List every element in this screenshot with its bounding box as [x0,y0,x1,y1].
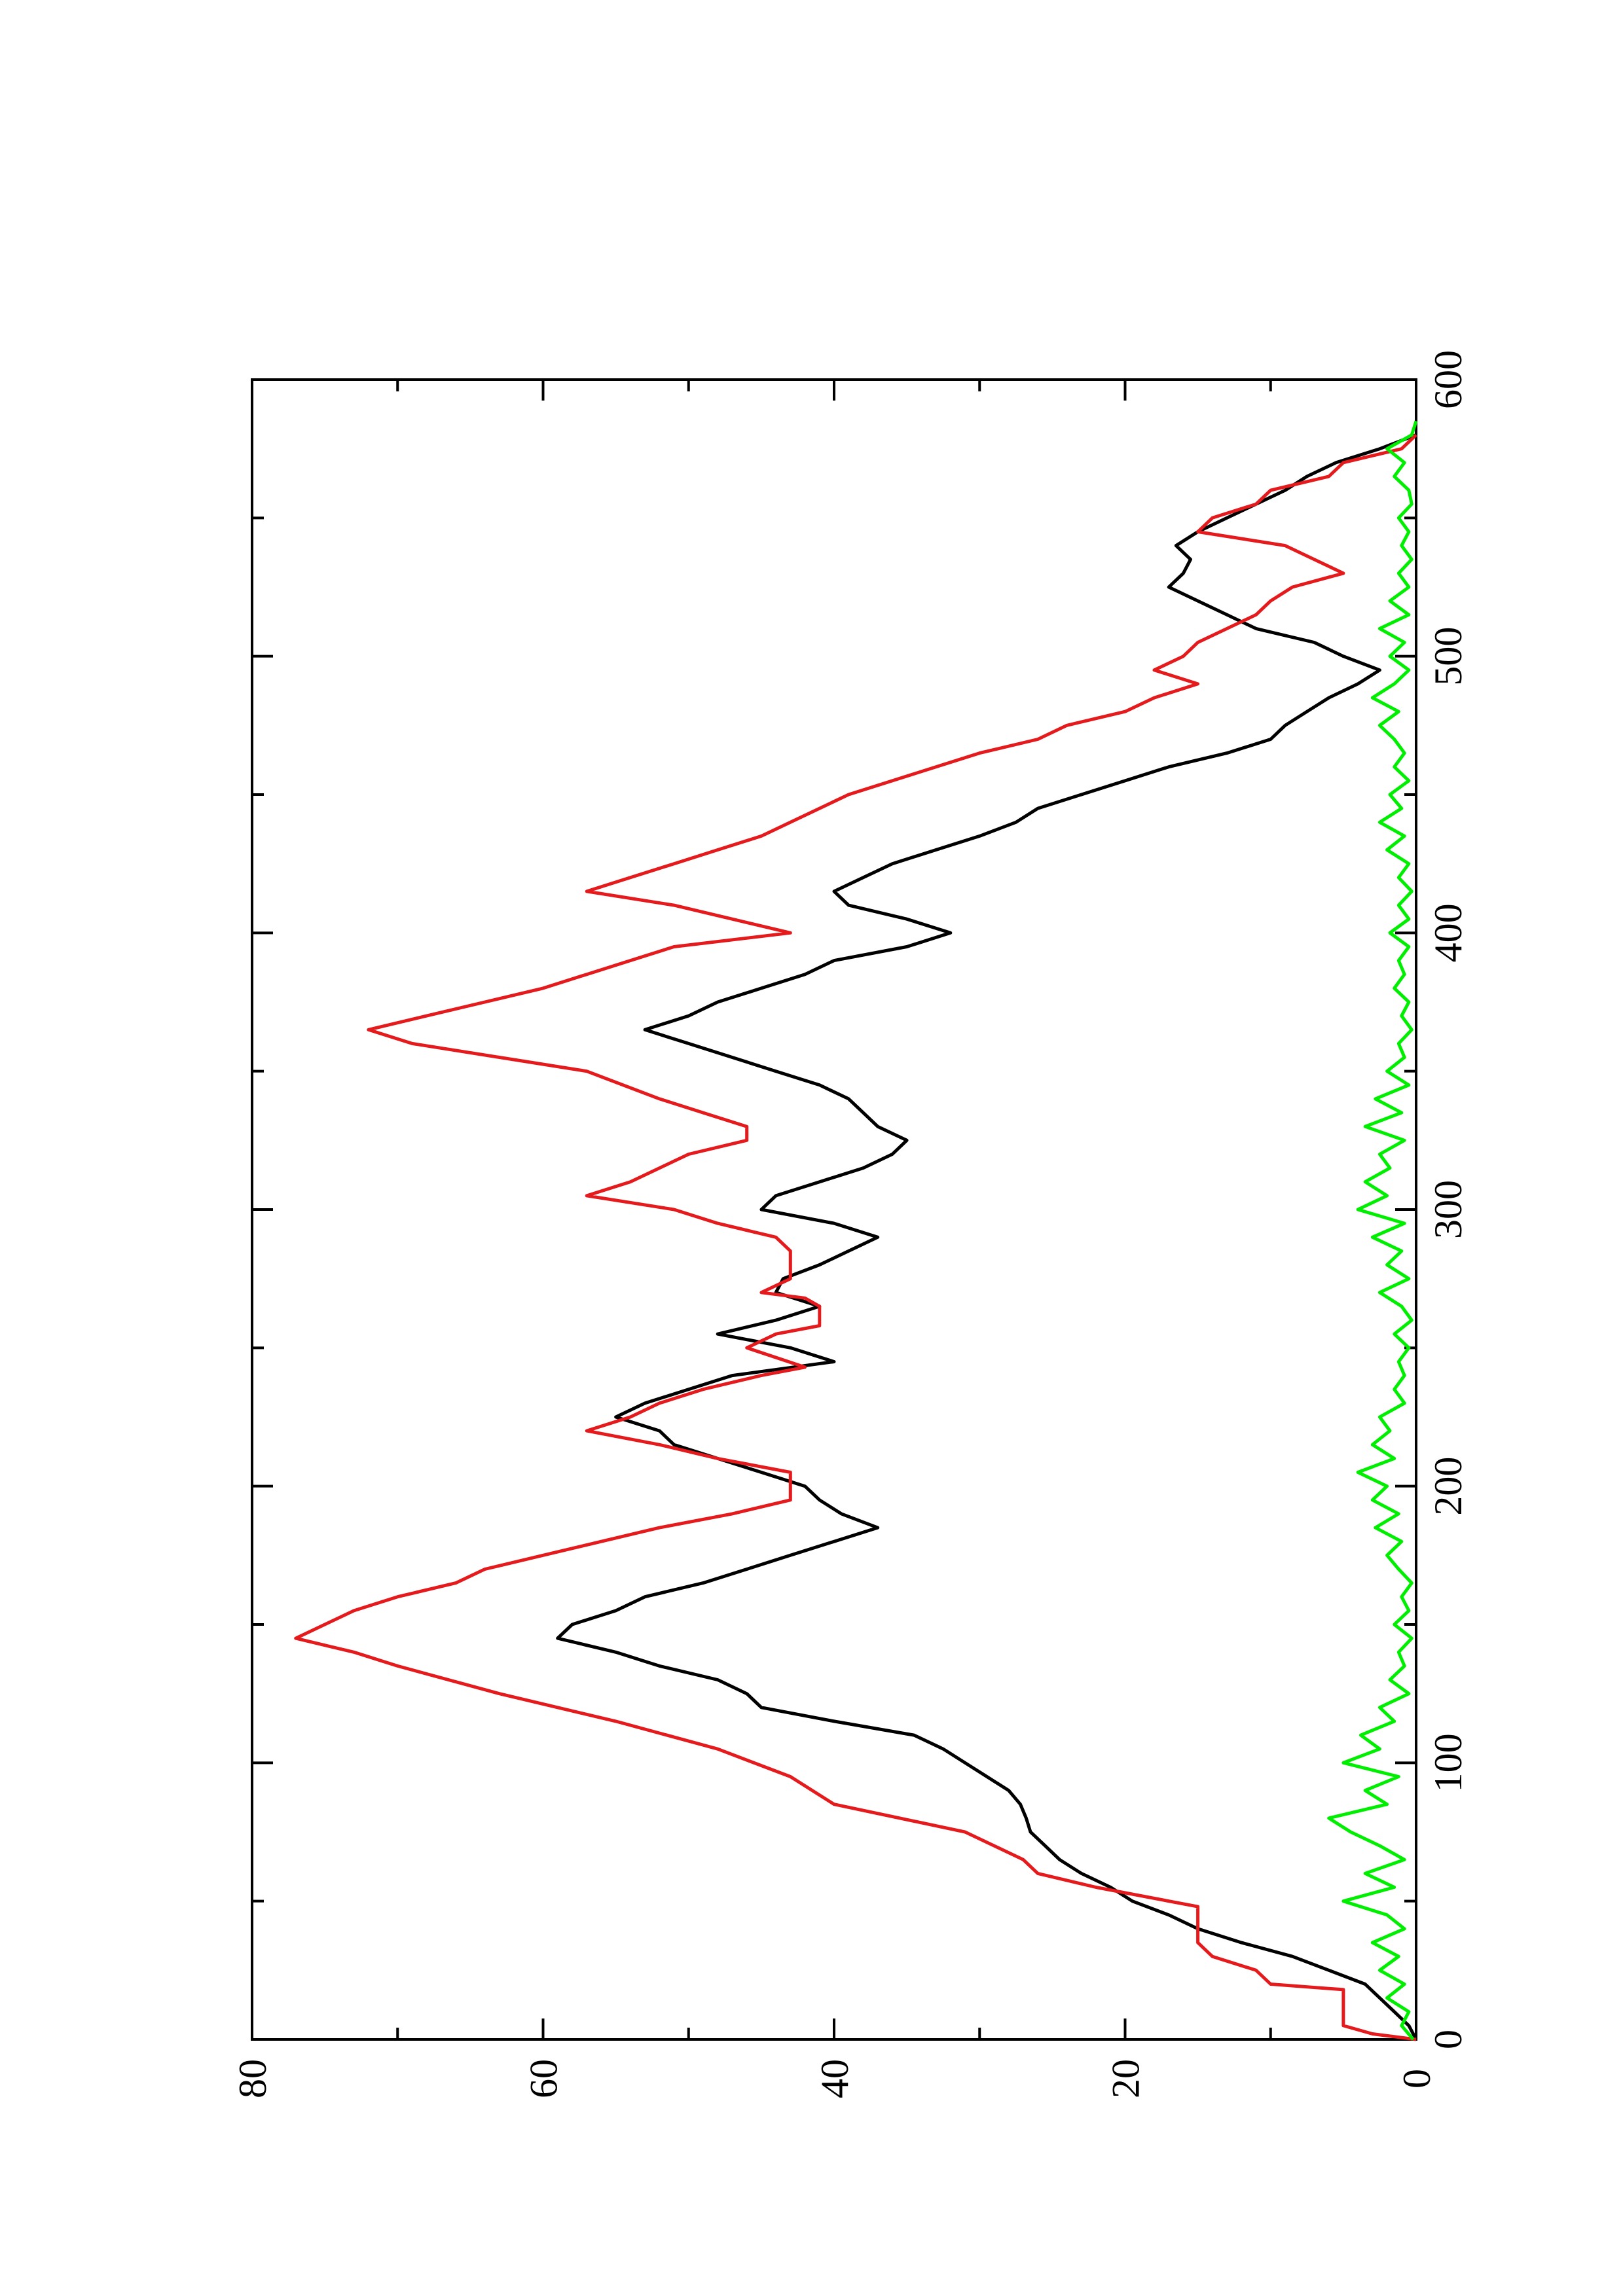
x-tick-label: 300 [1427,1180,1470,1239]
y-tick-label: 40 [813,2059,856,2098]
x-tick-label: 500 [1427,627,1470,686]
series-line-1 [556,433,1418,2041]
x-tick-label: 0 [1427,2030,1470,2049]
y-tick-label: 60 [522,2059,566,2098]
series-line-2 [294,433,1417,2041]
y-tick-label: 80 [231,2059,274,2098]
axis-tick-labels: 0 100 200 300 400 500 600 0 20 40 60 80 [231,350,1470,2098]
series-line-3 [1327,420,1418,2041]
x-tick-label: 600 [1427,350,1470,409]
y-tick-label: 0 [1395,2069,1438,2089]
plot-frame [251,378,1417,2041]
chart-series [294,420,1418,2041]
x-tick-label: 100 [1427,1733,1470,1792]
y-tick-label: 20 [1104,2059,1148,2098]
axis-ticks [251,378,1417,2041]
x-tick-label: 200 [1427,1457,1470,1516]
x-tick-label: 400 [1427,903,1470,962]
